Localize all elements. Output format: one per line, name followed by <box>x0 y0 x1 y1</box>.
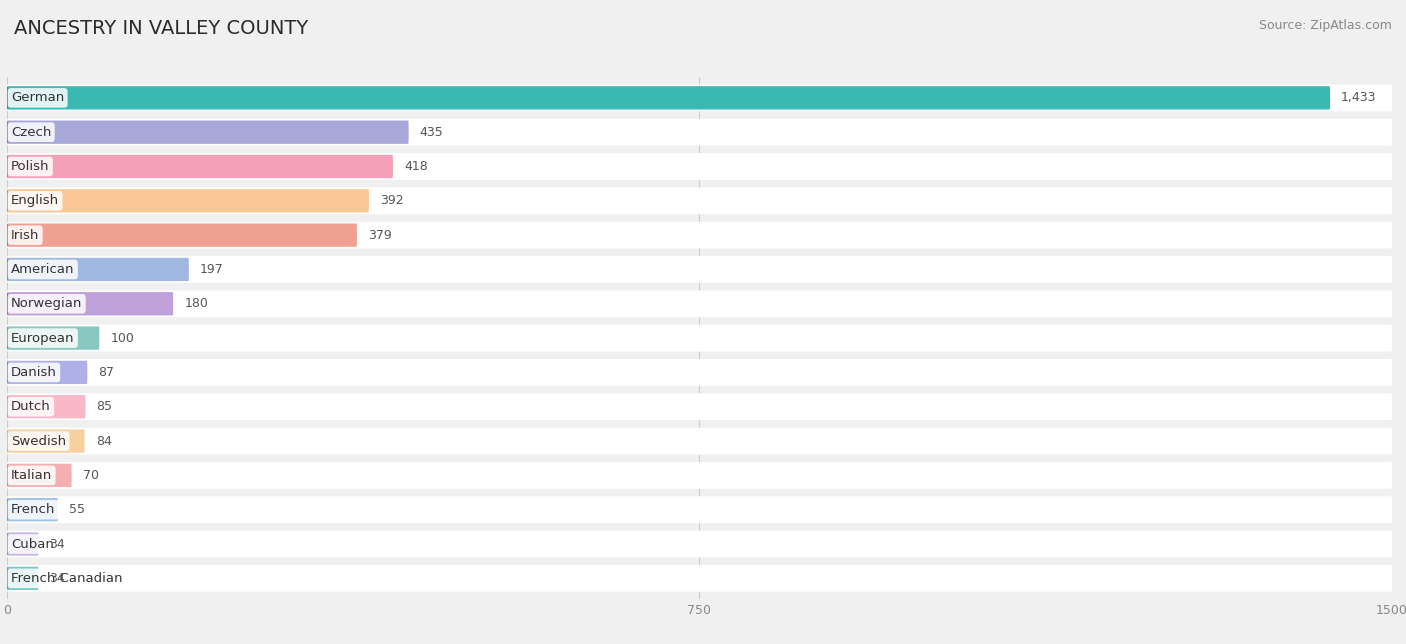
Text: 1,433: 1,433 <box>1341 91 1376 104</box>
Text: French: French <box>11 503 55 516</box>
FancyBboxPatch shape <box>7 430 84 453</box>
Text: 84: 84 <box>96 435 111 448</box>
FancyBboxPatch shape <box>7 222 1392 249</box>
Text: German: German <box>11 91 65 104</box>
Text: American: American <box>11 263 75 276</box>
FancyBboxPatch shape <box>7 428 1392 455</box>
FancyBboxPatch shape <box>7 395 86 419</box>
FancyBboxPatch shape <box>7 497 1392 523</box>
FancyBboxPatch shape <box>7 327 100 350</box>
Text: 55: 55 <box>69 503 84 516</box>
Text: 435: 435 <box>420 126 443 138</box>
FancyBboxPatch shape <box>7 567 38 590</box>
Text: Norwegian: Norwegian <box>11 298 83 310</box>
Text: Italian: Italian <box>11 469 52 482</box>
Text: Polish: Polish <box>11 160 49 173</box>
FancyBboxPatch shape <box>7 464 72 487</box>
Text: Czech: Czech <box>11 126 52 138</box>
FancyBboxPatch shape <box>7 153 1392 180</box>
Text: French Canadian: French Canadian <box>11 572 122 585</box>
Text: Source: ZipAtlas.com: Source: ZipAtlas.com <box>1258 19 1392 32</box>
Text: ANCESTRY IN VALLEY COUNTY: ANCESTRY IN VALLEY COUNTY <box>14 19 308 39</box>
FancyBboxPatch shape <box>7 533 38 556</box>
Text: 180: 180 <box>184 298 208 310</box>
Text: 70: 70 <box>83 469 98 482</box>
FancyBboxPatch shape <box>7 531 1392 558</box>
Text: Dutch: Dutch <box>11 400 51 413</box>
FancyBboxPatch shape <box>7 292 173 316</box>
FancyBboxPatch shape <box>7 359 1392 386</box>
FancyBboxPatch shape <box>7 565 1392 592</box>
FancyBboxPatch shape <box>7 462 1392 489</box>
Text: 418: 418 <box>404 160 427 173</box>
FancyBboxPatch shape <box>7 223 357 247</box>
Text: European: European <box>11 332 75 345</box>
FancyBboxPatch shape <box>7 325 1392 352</box>
FancyBboxPatch shape <box>7 118 1392 146</box>
Text: English: English <box>11 194 59 207</box>
Text: 100: 100 <box>111 332 135 345</box>
FancyBboxPatch shape <box>7 86 1330 109</box>
Text: Cuban: Cuban <box>11 538 53 551</box>
Text: 392: 392 <box>380 194 404 207</box>
FancyBboxPatch shape <box>7 256 1392 283</box>
FancyBboxPatch shape <box>7 258 188 281</box>
FancyBboxPatch shape <box>7 187 1392 214</box>
FancyBboxPatch shape <box>7 498 58 522</box>
Text: Danish: Danish <box>11 366 56 379</box>
FancyBboxPatch shape <box>7 84 1392 111</box>
FancyBboxPatch shape <box>7 120 409 144</box>
Text: 379: 379 <box>368 229 392 242</box>
Text: 87: 87 <box>98 366 114 379</box>
Text: 85: 85 <box>97 400 112 413</box>
FancyBboxPatch shape <box>7 361 87 384</box>
Text: 34: 34 <box>49 572 65 585</box>
FancyBboxPatch shape <box>7 189 368 213</box>
FancyBboxPatch shape <box>7 155 392 178</box>
Text: Irish: Irish <box>11 229 39 242</box>
Text: 34: 34 <box>49 538 65 551</box>
Text: Swedish: Swedish <box>11 435 66 448</box>
FancyBboxPatch shape <box>7 290 1392 317</box>
FancyBboxPatch shape <box>7 393 1392 420</box>
Text: 197: 197 <box>200 263 224 276</box>
